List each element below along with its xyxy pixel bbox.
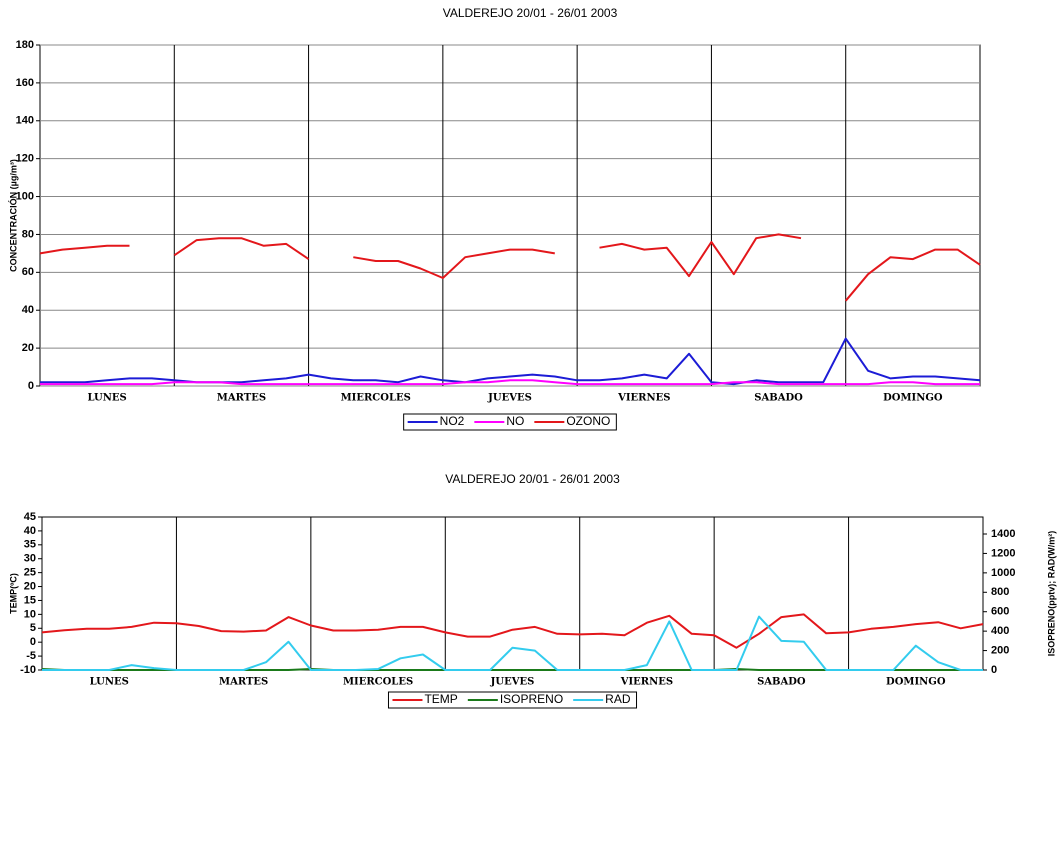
y-tick-label: 100 (16, 190, 34, 202)
y2-tick-label: 600 (991, 606, 1009, 618)
series-line (39, 233, 981, 302)
y-tick-label: 0 (30, 636, 36, 648)
y-tick-label: 40 (22, 304, 34, 316)
y-tick-label: 60 (22, 266, 34, 278)
y-tick-label: 20 (22, 342, 34, 354)
legend: TEMP ISOPRENO RAD (387, 691, 638, 709)
y-tick-label: 30 (24, 553, 36, 565)
y-tick-label: 140 (16, 115, 34, 127)
y2-axis-label: ISOPRENO(pptv); RAD(W/m²) (1046, 531, 1056, 657)
x-tick-label: MIERCOLES (341, 393, 411, 404)
x-tick-label: LUNES (90, 677, 129, 688)
y-tick-label: 15 (24, 594, 36, 606)
plot-area (41, 516, 984, 671)
y-tick-label: 25 (24, 567, 36, 579)
legend-box (387, 691, 638, 709)
x-tick-label: DOMINGO (886, 677, 946, 688)
y-tick-label: 10 (24, 608, 36, 620)
x-tick-label: DOMINGO (883, 393, 943, 404)
x-tick-label: VIERNES (620, 677, 673, 688)
legend-label: ISOPRENO (500, 692, 563, 706)
y2-tick-label: 200 (991, 644, 1009, 656)
y-tick-label: 40 (24, 525, 36, 537)
y2-tick-label: 1400 (991, 528, 1015, 540)
legend-label: NO2 (440, 414, 465, 428)
y-tick-label: -5 (26, 650, 36, 662)
y-tick-label: -10 (20, 664, 36, 676)
x-tick-label: MARTES (217, 393, 266, 404)
x-tick-label: LUNES (88, 393, 127, 404)
y-tick-label: 0 (28, 380, 34, 392)
y-tick-label: 80 (22, 228, 34, 240)
x-tick-label: VIERNES (617, 393, 670, 404)
y2-tick-label: 1200 (991, 547, 1015, 559)
series-line (40, 379, 980, 386)
y-tick-label: 180 (16, 39, 34, 51)
y-axis-label: TEMP(ºC) (8, 573, 18, 614)
y2-tick-label: 0 (991, 664, 997, 676)
y-tick-label: 120 (16, 153, 34, 165)
y-tick-label: 35 (24, 539, 36, 551)
legend: NO2 NO OZONO (403, 413, 617, 431)
y-tick-label: 45 (24, 511, 36, 523)
y-tick-label: 5 (30, 622, 36, 634)
y-tick-label: 20 (24, 580, 36, 592)
y-tick-label: 160 (16, 77, 34, 89)
x-tick-label: JUEVES (490, 677, 535, 688)
series-line (42, 615, 983, 671)
legend-label: OZONO (566, 414, 610, 428)
chart-title: VALDEREJO 20/01 - 26/01 2003 (445, 472, 620, 486)
x-tick-label: MARTES (219, 677, 268, 688)
legend-box (403, 413, 617, 431)
plot-area (39, 44, 981, 387)
x-tick-label: SABADO (754, 393, 803, 404)
chart-title: VALDEREJO 20/01 - 26/01 2003 (443, 6, 618, 20)
y-axis-label: CONCENTRACIÓN (µg/m³) (7, 159, 18, 272)
legend-label: RAD (605, 692, 631, 706)
x-tick-label: SABADO (757, 677, 806, 688)
legend-label: TEMP (424, 692, 457, 706)
y2-tick-label: 800 (991, 586, 1009, 598)
y2-tick-label: 400 (991, 625, 1009, 637)
legend-label: NO (506, 414, 524, 428)
x-tick-label: MIERCOLES (343, 677, 413, 688)
x-tick-label: JUEVES (487, 393, 532, 404)
series-line (41, 613, 984, 649)
y2-tick-label: 1000 (991, 567, 1015, 579)
